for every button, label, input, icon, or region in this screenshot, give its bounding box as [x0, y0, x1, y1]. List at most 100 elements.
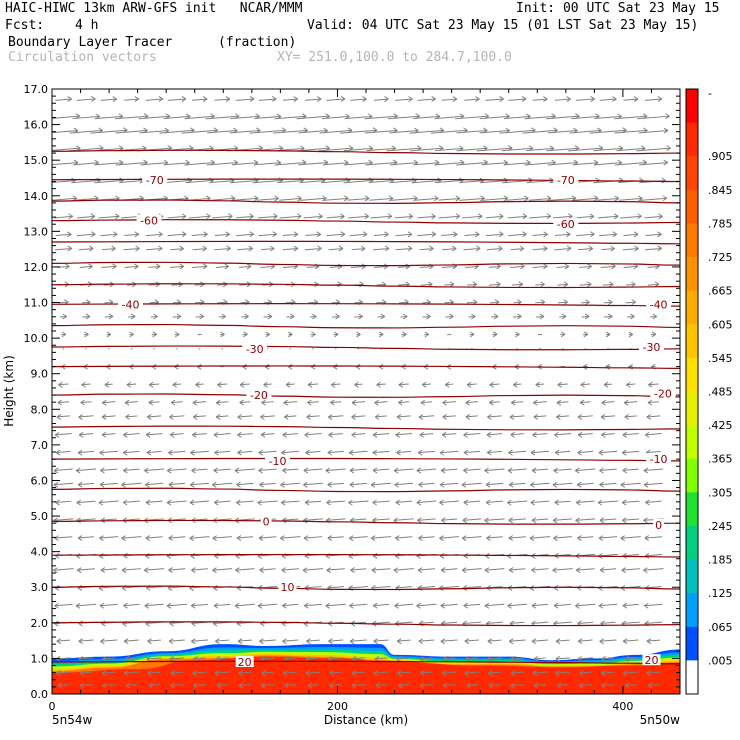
- vector-arrow: [257, 499, 278, 506]
- vector-arrow: [212, 481, 233, 488]
- vector-arrow: [82, 313, 91, 320]
- vector-head: [381, 299, 387, 303]
- vector-arrow: [100, 231, 118, 238]
- vector-shaft: [420, 671, 433, 674]
- vector-arrow: [508, 535, 526, 542]
- vector-arrow: [237, 449, 253, 456]
- vector-arrow: [349, 481, 368, 488]
- vector-shaft: [532, 233, 548, 237]
- vector-arrow: [419, 682, 434, 689]
- vector-shaft: [395, 586, 412, 589]
- vector-head: [170, 399, 176, 404]
- vector-arrow: [463, 245, 481, 252]
- vector-shaft: [100, 639, 118, 642]
- vector-shaft: [456, 129, 488, 134]
- vector-head: [144, 467, 149, 472]
- vector-head: [345, 113, 350, 117]
- vector-head: [469, 331, 475, 335]
- vector-head: [278, 145, 284, 149]
- vector-head: [112, 265, 117, 270]
- vector-arrow: [486, 656, 503, 662]
- vector-head: [189, 587, 194, 591]
- vector-shaft: [488, 671, 501, 674]
- vector-head: [387, 213, 393, 217]
- vector-shaft: [261, 671, 274, 674]
- vector-head: [442, 399, 447, 404]
- vector-shaft: [419, 621, 434, 624]
- vector-head: [510, 656, 515, 660]
- vector-head: [407, 248, 413, 252]
- vector-head: [575, 519, 580, 524]
- vector-head: [215, 640, 220, 645]
- vector-arrow: [417, 96, 436, 102]
- vector-head: [568, 213, 573, 217]
- vector-arrow: [464, 638, 479, 645]
- vector-arrow: [620, 481, 641, 488]
- vector-arrow: [529, 535, 551, 542]
- vector-head: [188, 145, 194, 149]
- vector-arrow: [98, 499, 119, 506]
- vector-arrow: [123, 638, 139, 645]
- vector-head: [259, 567, 264, 571]
- vector-arrow: [417, 567, 436, 574]
- vector-head: [282, 431, 287, 436]
- vector-shaft: [622, 500, 640, 504]
- vector-head: [77, 537, 83, 541]
- vector-head: [620, 535, 625, 539]
- vector-head: [533, 416, 539, 420]
- vector-shaft: [172, 383, 182, 386]
- vector-shaft: [463, 450, 480, 454]
- vector-shaft: [577, 621, 594, 624]
- vector-head: [530, 452, 536, 456]
- vector-head: [479, 180, 485, 184]
- vector-head: [566, 96, 571, 100]
- vector-head: [451, 245, 457, 250]
- plot-background: [52, 89, 680, 694]
- vector-head: [644, 537, 650, 542]
- vector-arrow: [80, 399, 92, 406]
- vector-head: [644, 434, 650, 438]
- vector-head: [100, 569, 106, 574]
- vector-head: [663, 159, 668, 164]
- vector-head: [100, 623, 106, 627]
- vector-head: [480, 195, 485, 199]
- vector-head: [203, 231, 208, 235]
- colorbar-segment: [686, 626, 698, 661]
- vector-shaft: [504, 162, 531, 166]
- colorbar-segment: [686, 425, 698, 460]
- vector-head: [364, 198, 370, 202]
- vector-shaft: [554, 433, 572, 436]
- vector-arrow: [577, 449, 594, 456]
- vector-arrow: [398, 381, 409, 388]
- vector-shaft: [343, 147, 373, 152]
- vector-head: [398, 399, 403, 404]
- vector-head: [303, 517, 308, 521]
- vector-shaft: [213, 603, 231, 607]
- vector-shaft: [231, 162, 259, 166]
- contour-line: [52, 345, 680, 351]
- vector-head: [328, 431, 333, 436]
- vector-shaft: [601, 415, 616, 418]
- colorbar-label: .905: [708, 150, 733, 163]
- vector-head: [531, 467, 537, 471]
- vector-shaft: [559, 316, 567, 318]
- vector-head: [270, 265, 276, 270]
- vector-head: [391, 145, 396, 149]
- vector-head: [234, 113, 240, 117]
- vector-head: [56, 658, 61, 662]
- vector-shaft: [533, 415, 547, 418]
- vector-head: [539, 316, 545, 320]
- vector-head: [327, 484, 332, 488]
- vector-head: [176, 313, 182, 317]
- vector-head: [446, 366, 452, 370]
- vector-shaft: [349, 468, 368, 471]
- vector-shaft: [647, 401, 659, 404]
- vector-head: [603, 381, 609, 386]
- vector-head: [598, 537, 604, 542]
- vector-head: [272, 231, 277, 235]
- vector-shaft: [170, 433, 184, 436]
- vector-head: [197, 366, 202, 370]
- vector-arrow: [258, 535, 277, 542]
- vector-head: [643, 481, 649, 486]
